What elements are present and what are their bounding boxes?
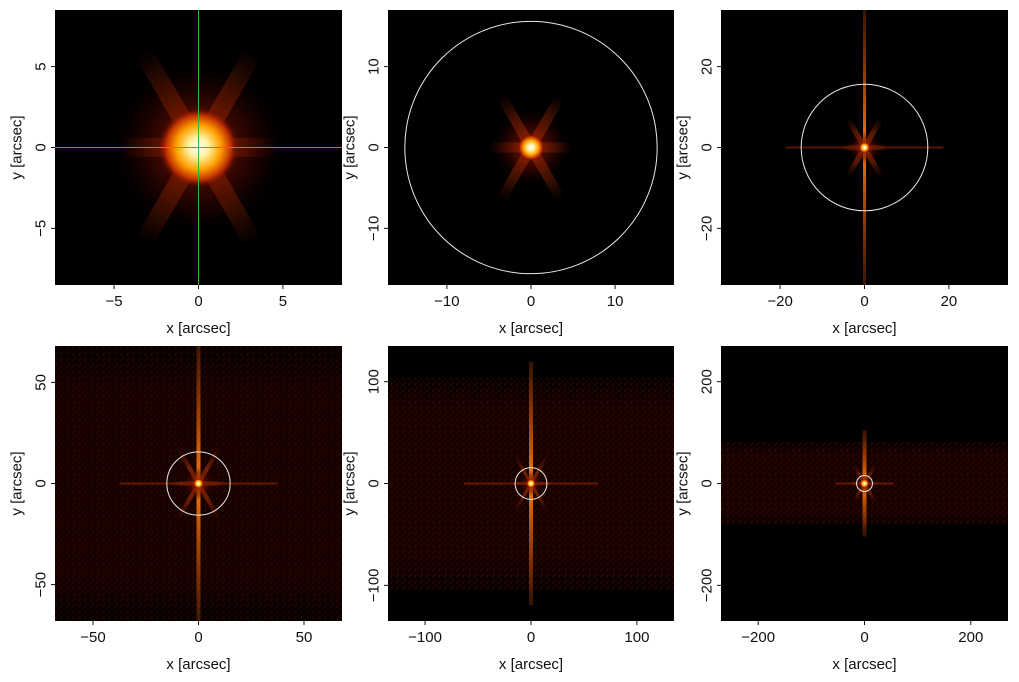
y-tick-label: −50 <box>33 572 50 597</box>
x-tick-label: 0 <box>194 629 202 646</box>
y-axis-title: y [arcsec] <box>342 115 359 179</box>
psf-image <box>388 346 674 621</box>
x-tick-label: 10 <box>607 293 624 310</box>
x-tick-label: −100 <box>408 629 442 646</box>
x-axis-title: x [arcsec] <box>499 320 563 337</box>
x-tick-label: −50 <box>80 629 105 646</box>
psf-image <box>388 10 674 285</box>
psf-image <box>55 10 342 285</box>
y-tick-label: −10 <box>366 216 383 241</box>
panel-2: −10 0 10 −10 0 10 x [arcsec] y [arcsec] <box>342 10 674 337</box>
psf-image <box>721 10 1008 285</box>
extraction-circle <box>800 83 929 212</box>
psf-image <box>55 346 342 621</box>
panel-5: −100 0 100 −100 0 100 x [arcsec] y [arcsec] <box>342 346 674 673</box>
y-axis-title: y [arcsec] <box>675 451 692 515</box>
y-tick-label: 20 <box>699 58 716 75</box>
x-tick-label: 20 <box>941 293 958 310</box>
panel-4: −50 0 50 −50 0 50 x [arcsec] y [arcsec] <box>9 346 342 673</box>
x-tick-label: 0 <box>860 629 868 646</box>
y-tick-label: −5 <box>33 220 50 237</box>
x-tick-label: −10 <box>434 293 459 310</box>
x-axis-title: x [arcsec] <box>166 656 230 673</box>
y-tick-label: 50 <box>33 374 50 391</box>
x-tick-label: −20 <box>767 293 792 310</box>
x-tick-label: −200 <box>741 629 775 646</box>
y-tick-label: 200 <box>699 369 716 394</box>
psf-core <box>859 142 870 153</box>
x-tick-label: −5 <box>106 293 123 310</box>
psf-core <box>860 479 869 488</box>
y-axis-title: y [arcsec] <box>342 451 359 515</box>
x-tick-label: 5 <box>279 293 287 310</box>
x-tick-label: 0 <box>194 293 202 310</box>
extraction-circle <box>404 20 658 275</box>
y-tick-label: −200 <box>699 568 716 602</box>
extraction-circle <box>514 467 548 500</box>
y-axis-title: y [arcsec] <box>9 451 26 515</box>
y-tick-label: 0 <box>699 479 716 487</box>
y-tick-label: 0 <box>366 143 383 151</box>
x-tick-label: 100 <box>624 629 649 646</box>
x-tick-label: 200 <box>958 629 983 646</box>
panel-3: −20 0 20 −20 0 20 x [arcsec] y [arcsec] <box>675 10 1008 337</box>
panel-6: −200 0 200 −200 0 200 x [arcsec] y [arcsec] <box>675 346 1008 673</box>
y-tick-label: 100 <box>366 369 383 394</box>
y-axis-title: y [arcsec] <box>9 115 26 179</box>
y-tick-label: 0 <box>33 143 50 151</box>
x-axis-title: x [arcsec] <box>832 656 896 673</box>
y-axis-title: y [arcsec] <box>675 115 692 179</box>
y-tick-label: 5 <box>33 62 50 70</box>
y-tick-label: 0 <box>33 479 50 487</box>
x-tick-label: 0 <box>860 293 868 310</box>
y-tick-label: 10 <box>366 58 383 75</box>
extraction-circle <box>166 451 231 516</box>
psf-core <box>526 479 536 488</box>
x-tick-label: 0 <box>527 629 535 646</box>
panel-1: −5 0 5 −5 0 5 x [arcsec] y [arcsec] <box>9 10 342 337</box>
extraction-circle <box>856 475 873 492</box>
x-axis-title: x [arcsec] <box>166 320 230 337</box>
y-tick-label: 0 <box>699 143 716 151</box>
x-axis-title: x [arcsec] <box>832 320 896 337</box>
psf-core <box>517 134 545 161</box>
x-tick-label: 0 <box>527 293 535 310</box>
psf-image <box>721 346 1008 621</box>
y-tick-label: −20 <box>699 216 716 241</box>
y-tick-label: 0 <box>366 479 383 487</box>
y-tick-label: −100 <box>366 568 383 602</box>
x-tick-label: 50 <box>296 629 313 646</box>
x-axis-title: x [arcsec] <box>499 656 563 673</box>
psf-core <box>193 478 204 489</box>
